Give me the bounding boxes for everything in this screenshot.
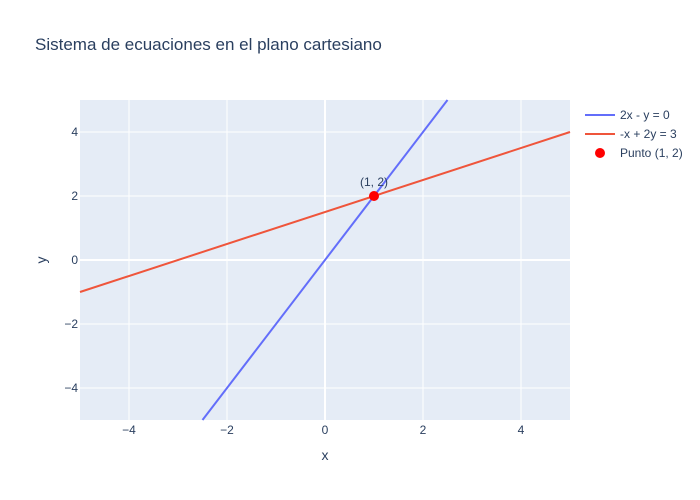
series-line-1: [79, 131, 571, 293]
y-tick-label: −2: [64, 317, 78, 331]
series-layer: (1, 2): [79, 99, 571, 421]
x-tick-label: 4: [518, 423, 525, 437]
x-axis-title: x: [322, 447, 329, 463]
legend-label: 2x - y = 0: [620, 108, 670, 122]
legend-marker: [595, 148, 605, 158]
chart-title: Sistema de ecuaciones en el plano cartes…: [35, 35, 382, 54]
y-tick-label: 2: [71, 189, 78, 203]
y-tick-label: 0: [71, 253, 78, 267]
x-tick-label: 0: [322, 423, 329, 437]
x-tick-label: −4: [122, 423, 136, 437]
intersection-point: [369, 191, 379, 201]
legend[interactable]: 2x - y = 0 -x + 2y = 3 Punto (1, 2): [585, 108, 683, 160]
legend-label: Punto (1, 2): [620, 146, 683, 160]
x-axis-ticks: −4 −2 0 2 4: [122, 423, 525, 437]
x-tick-label: 2: [420, 423, 427, 437]
series-line-0: [201, 99, 449, 421]
y-axis-ticks: −4 −2 0 2 4: [64, 125, 78, 395]
y-tick-label: −4: [64, 381, 78, 395]
x-tick-label: −2: [220, 423, 234, 437]
legend-label: -x + 2y = 3: [620, 127, 677, 141]
y-tick-label: 4: [71, 125, 78, 139]
point-annotation: (1, 2): [360, 175, 388, 189]
y-axis-title: y: [33, 257, 49, 264]
